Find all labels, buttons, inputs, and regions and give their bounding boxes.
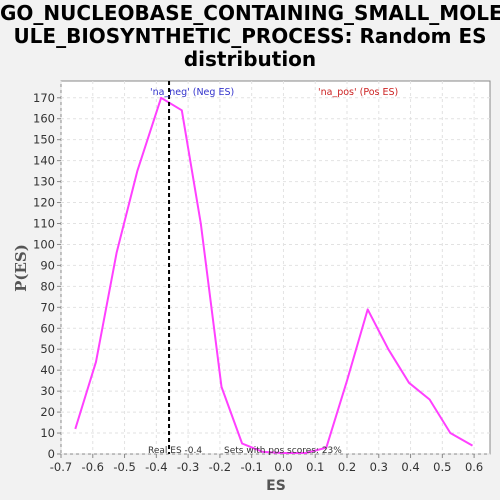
y-tick-label: 30	[40, 384, 55, 398]
x-tick-label: 0.4	[401, 460, 419, 474]
y-tick-label: 60	[40, 321, 55, 335]
y-tick-label: 100	[33, 237, 55, 251]
title-line-1: GO_NUCLEOBASE_CONTAINING_SMALL_MOLEC	[0, 1, 500, 25]
y-tick-label: 70	[40, 300, 55, 314]
x-tick-label: -0.4	[145, 460, 167, 474]
x-tick-label: -0.5	[113, 460, 135, 474]
y-tick-label: 0	[48, 447, 55, 461]
plot-area	[60, 80, 491, 455]
x-tick-label: 0.6	[465, 460, 483, 474]
y-tick-label: 160	[33, 112, 55, 126]
y-tick-label: 40	[40, 363, 55, 377]
pos-scores-text: Sets with pos scores: 23%	[224, 446, 342, 456]
x-tick-label: 0.1	[306, 460, 324, 474]
y-tick-label: 80	[40, 279, 55, 293]
x-tick-label: -0.6	[82, 460, 104, 474]
x-tick-label: -0.2	[209, 460, 231, 474]
y-tick-label: 120	[33, 196, 55, 210]
x-tick-label: 0.0	[274, 460, 292, 474]
y-tick-label: 110	[33, 216, 55, 230]
grid	[60, 81, 490, 455]
x-tick-label: 0.3	[370, 460, 388, 474]
neg-es-label: 'na_neg' (Neg ES)	[150, 87, 234, 98]
x-axis: -0.7 -0.6 -0.5 -0.4 -0.3 -0.2 -0.1 0.0 0.1 0.2 0.3…	[50, 454, 483, 474]
y-tick-label: 130	[33, 175, 55, 189]
x-tick-label: 0.5	[433, 460, 451, 474]
y-tick-label: 20	[40, 405, 55, 419]
y-tick-label: 90	[40, 258, 55, 272]
y-tick-label: 50	[40, 342, 55, 356]
y-axis: 0 10 20 30 40 50 60 70 80 90 100 110 120 130 140 150 160…	[33, 91, 61, 461]
x-tick-label: 0.2	[338, 460, 356, 474]
pos-es-label: 'na_pos' (Pos ES)	[318, 87, 398, 98]
x-tick-label: -0.3	[177, 460, 199, 474]
x-axis-label: ES	[266, 478, 286, 494]
x-tick-label: -0.7	[50, 460, 72, 474]
y-axis-label: P(ES)	[12, 244, 30, 292]
series-line	[74, 96, 473, 454]
chart-title: GO_NUCLEOBASE_CONTAINING_SMALL_MOLEC ULE…	[0, 2, 500, 71]
title-line-3: distribution	[183, 47, 317, 71]
y-tick-label: 170	[33, 91, 55, 105]
x-tick-label: -0.1	[240, 460, 262, 474]
y-tick-label: 150	[33, 133, 55, 147]
real-es-text: Real ES -0.4	[148, 446, 202, 456]
y-tick-label: 140	[33, 154, 55, 168]
y-tick-label: 10	[40, 426, 55, 440]
title-line-2: ULE_BIOSYNTHETIC_PROCESS: Random ES	[13, 24, 487, 48]
